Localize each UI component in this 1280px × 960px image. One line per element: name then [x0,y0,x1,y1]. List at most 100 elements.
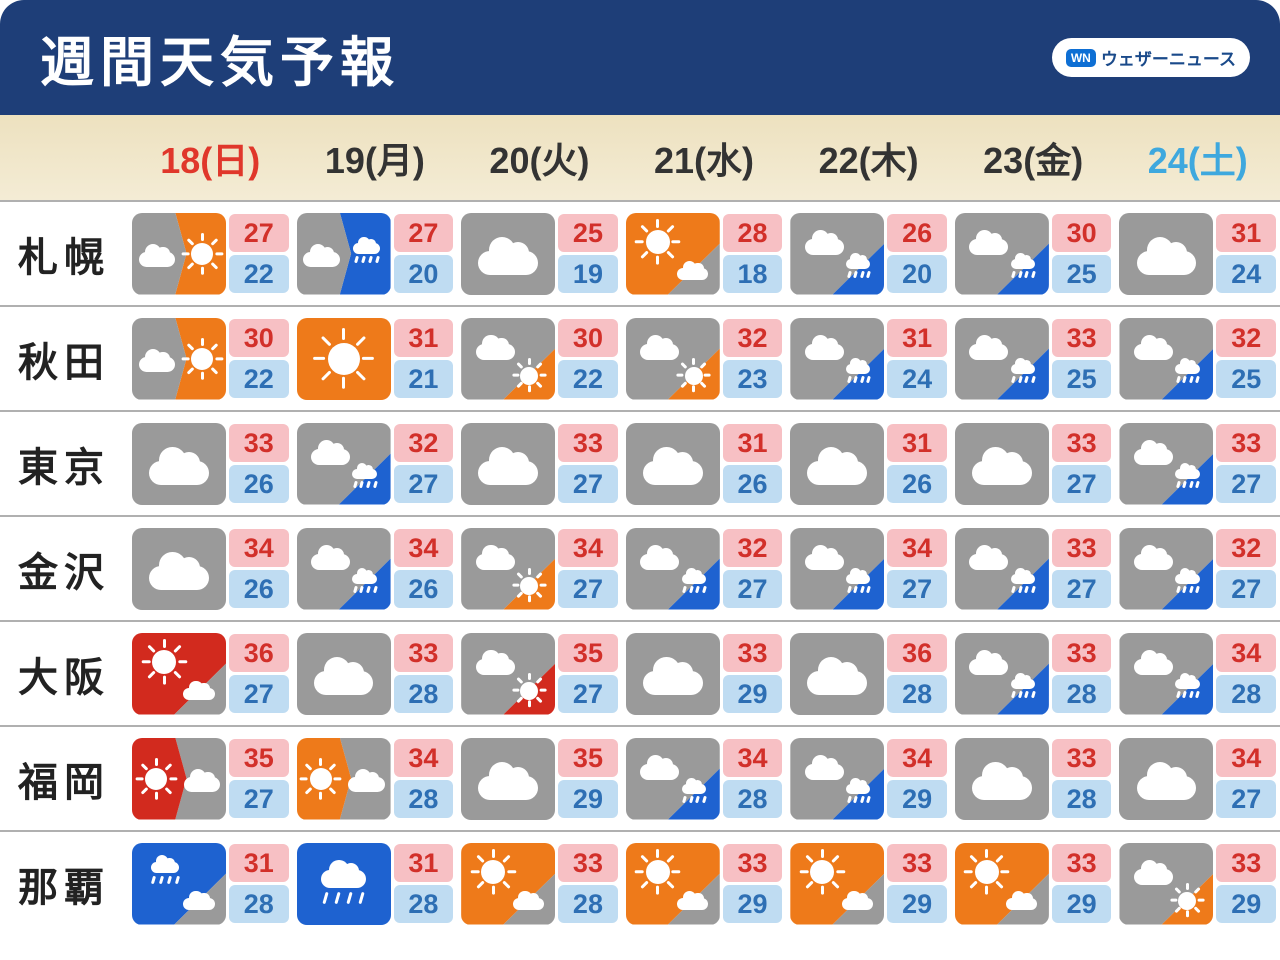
temp-low: 26 [723,465,783,503]
forecast-cell: 2722 [128,202,293,305]
weather-icon [790,423,884,505]
temp-low: 23 [723,360,783,398]
temp-low: 26 [887,465,947,503]
temp-high: 35 [558,634,618,672]
temp-high: 31 [394,844,454,882]
brand-logo: WN ウェザーニュース [1052,38,1250,77]
temp-low: 27 [887,570,947,608]
temp-low: 28 [229,885,289,923]
weather-icon [461,633,555,715]
temp-high: 33 [1216,844,1276,882]
temp-high: 31 [394,319,454,357]
temp-low: 25 [1216,360,1276,398]
weather-icon [955,423,1049,505]
weather-icon [297,318,391,400]
forecast-cell: 2720 [293,202,458,305]
temp-low: 27 [1216,570,1276,608]
forecast-cell: 3329 [622,832,787,935]
weather-icon [1119,843,1213,925]
forecast-cell: 2818 [622,202,787,305]
forecast-cell: 3628 [786,622,951,725]
temp-high: 34 [723,739,783,777]
temp-high: 34 [1216,634,1276,672]
weather-icon [790,528,884,610]
temp-high: 31 [887,319,947,357]
brand-text: ウェザーニュース [1101,45,1236,70]
temp-high: 33 [1216,424,1276,462]
page-title: 週間天気予報 [40,18,400,97]
weather-icon [461,318,555,400]
city-row: 札幌2722272025192818262030253124 [0,200,1280,305]
city-row: 秋田3022312130223223312433253225 [0,305,1280,410]
weather-icon [1119,528,1213,610]
temp-high: 30 [558,319,618,357]
forecast-cell: 3124 [1115,202,1280,305]
weather-icon [461,423,555,505]
day-header: 21(水) [622,132,787,184]
temp-high: 32 [394,424,454,462]
weather-icon [955,633,1049,715]
weather-icon [955,213,1049,295]
day-header: 18(日) [128,132,293,184]
weather-icon [1119,318,1213,400]
temp-low: 27 [723,570,783,608]
city-name: 東京 [0,412,128,515]
forecast-cell: 3527 [128,727,293,830]
temp-low: 27 [1216,465,1276,503]
city-name: 那覇 [0,832,128,935]
weather-icon [461,738,555,820]
weather-icon [790,738,884,820]
forecast-cell: 3529 [457,727,622,830]
forecast-cell: 3128 [293,832,458,935]
weather-icon [626,318,720,400]
forecast-cell: 3327 [457,412,622,515]
forecast-cell: 2620 [786,202,951,305]
weather-icon [626,738,720,820]
weather-icon [955,738,1049,820]
weather-icon [626,423,720,505]
weather-icon [297,528,391,610]
temp-high: 31 [723,424,783,462]
weather-icon [1119,423,1213,505]
weather-icon [132,423,226,505]
weather-icon [297,423,391,505]
forecast-cell: 3126 [786,412,951,515]
forecast-cell: 3329 [622,622,787,725]
weather-icon [955,318,1049,400]
city-row: 大阪3627332835273329362833283428 [0,620,1280,725]
forecast-cell: 3427 [1115,727,1280,830]
weather-icon [955,528,1049,610]
forecast-cell: 3022 [128,307,293,410]
weather-icon [626,633,720,715]
weather-icon [790,318,884,400]
weather-icon [132,633,226,715]
weather-icon [132,843,226,925]
forecast-cell: 3325 [951,307,1116,410]
weather-icon [1119,633,1213,715]
temp-high: 34 [394,739,454,777]
temp-high: 25 [558,214,618,252]
temp-low: 29 [1052,885,1112,923]
forecast-cell: 3327 [951,517,1116,620]
temp-low: 27 [558,570,618,608]
weather-icon [955,843,1049,925]
temp-low: 27 [1216,780,1276,818]
temp-high: 34 [558,529,618,567]
temp-low: 18 [723,255,783,293]
weather-icon [790,633,884,715]
temp-low: 27 [229,675,289,713]
forecast-cell: 3328 [293,622,458,725]
forecast-cell: 3227 [622,517,787,620]
temp-low: 29 [887,780,947,818]
weather-icon [297,213,391,295]
temp-low: 28 [394,885,454,923]
temp-low: 29 [887,885,947,923]
forecast-cell: 3022 [457,307,622,410]
temp-high: 26 [887,214,947,252]
temp-low: 29 [558,780,618,818]
forecast-cell: 3329 [1115,832,1280,935]
weather-icon [461,528,555,610]
temp-low: 28 [558,885,618,923]
temp-low: 25 [1052,255,1112,293]
temp-low: 20 [887,255,947,293]
